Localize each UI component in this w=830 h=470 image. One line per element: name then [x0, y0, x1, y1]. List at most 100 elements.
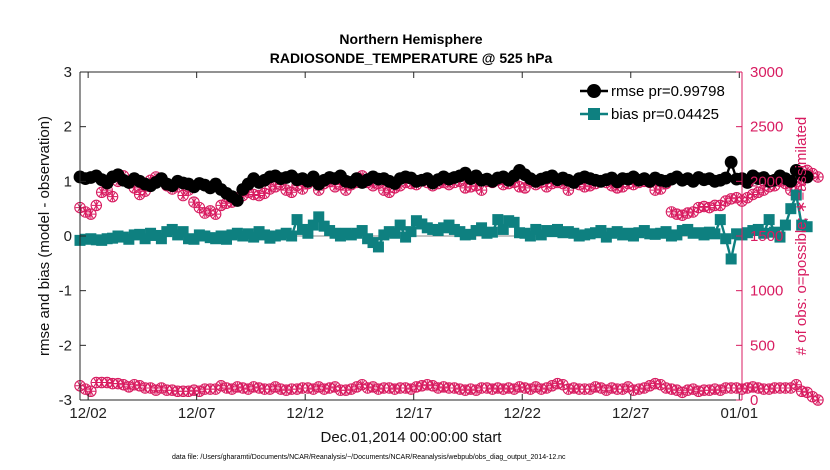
obs_assimilated-marker [650, 185, 660, 195]
bias-marker [486, 226, 498, 238]
obs_assimilated-marker [688, 207, 698, 217]
bias-marker [709, 228, 721, 240]
obs_assimilated_low-marker [487, 384, 497, 394]
obs_assimilated_low-marker [813, 395, 823, 405]
obs_assimilated_low-marker [498, 384, 508, 394]
obs_assimilated_low-marker [514, 382, 525, 392]
obs_assimilated-marker [205, 206, 215, 216]
obs_assimilated_low-marker [433, 383, 443, 393]
bias-marker [177, 226, 189, 238]
obs_possible-marker [90, 199, 103, 212]
legend-rmse-label: rmse pr=0.99798 [611, 83, 725, 100]
obs_assimilated_low-marker [249, 382, 259, 392]
x-tick-label: 12/12 [286, 405, 324, 422]
legend: rmse pr=0.99798 bias pr=0.04425 [568, 78, 734, 126]
obs_assimilated_low-marker [238, 383, 248, 393]
obs_assimilated-marker [813, 172, 823, 182]
obs_assimilated-marker [759, 185, 769, 195]
bias-marker [790, 189, 802, 201]
obs_assimilated_low-marker [536, 384, 546, 394]
obs_assimilated_low-marker [124, 382, 134, 392]
obs_assimilated_low-marker [205, 384, 215, 394]
obs_assimilated-marker [200, 208, 210, 218]
obs_assimilated_low-marker [742, 383, 752, 393]
obs_assimilated_low-marker [330, 382, 340, 392]
obs_assimilated_low-marker [390, 384, 400, 394]
bias-marker [720, 233, 732, 245]
obs_assimilated_low-marker [444, 383, 454, 393]
obs_assimilated_low-marker [710, 384, 720, 394]
obs_assimilated-marker [221, 198, 232, 208]
obs_assimilated-marker [384, 187, 394, 197]
obs_assimilated_low-marker [688, 384, 698, 394]
obs_assimilated-marker [672, 209, 682, 219]
obs_assimilated-marker [704, 203, 714, 213]
bias-marker [313, 211, 325, 223]
obs_assimilated-marker [460, 183, 470, 193]
obs_assimilated-marker [748, 189, 758, 200]
obs_assimilated-marker [287, 187, 297, 197]
obs_assimilated_low-marker [645, 381, 655, 391]
legend-bias-label: bias pr=0.04425 [611, 106, 719, 123]
obs_assimilated_low-marker [748, 382, 758, 392]
obs_assimilated_low-marker [145, 383, 156, 393]
obs_assimilated-marker [91, 200, 101, 210]
obs_assimilated-marker [254, 190, 264, 201]
obs_assimilated_low-marker [439, 382, 449, 392]
obs_assimilated_low-marker [363, 383, 373, 393]
obs_assimilated_low-marker [563, 384, 573, 394]
obs_assimilated-marker [281, 185, 291, 195]
obs_assimilated_low-marker [335, 385, 346, 395]
obs_assimilated-marker [368, 181, 378, 191]
obs_assimilated_low-marker [759, 384, 769, 394]
chart-subtitle: RADIOSONDE_TEMPERATURE @ 525 hPa [270, 50, 553, 66]
obs_assimilated_low-marker [91, 377, 101, 388]
data-file-footer: data file: /Users/gharamti/Documents/NCA… [172, 454, 566, 461]
y-right-tick-label: 1500 [750, 228, 783, 245]
obs_assimilated_low-marker [276, 384, 286, 394]
obs_assimilated_low-marker [596, 383, 606, 393]
obs_assimilated_low-marker [417, 381, 427, 391]
obs_assimilated_low-marker [265, 384, 275, 394]
obs_assimilated_low-marker [471, 385, 481, 395]
obs_assimilated-marker [189, 197, 199, 207]
obs_assimilated-marker [742, 193, 752, 203]
obs_assimilated_low-marker [200, 384, 210, 394]
obs_assimilated_low-marker [357, 380, 367, 390]
rmse-marker [724, 155, 738, 169]
obs_assimilated-marker [802, 165, 812, 175]
obs_assimilated_low-marker [607, 383, 617, 393]
bias-marker [356, 225, 368, 237]
obs_assimilated_low-marker [227, 384, 237, 394]
obs_assimilated_low-marker [178, 386, 188, 396]
bias-marker [714, 214, 726, 226]
obs_assimilated-marker [666, 207, 677, 217]
obs_assimilated_low-marker [542, 383, 552, 393]
obs_assimilated_low-marker [525, 384, 535, 394]
x-axis-label: Dec.01,2014 00:00:00 start [321, 429, 503, 446]
bias-marker [307, 219, 319, 231]
bias-marker [725, 253, 737, 265]
y-axis-left-label: rmse and bias (model - observation) [36, 116, 53, 356]
obs_assimilated_low-marker [281, 385, 291, 395]
obs_possible-marker [106, 190, 119, 203]
obs_assimilated_low-marker [656, 380, 666, 390]
obs_assimilated-marker [699, 201, 709, 212]
obs_assimilated_low-marker [80, 384, 90, 394]
chart-title: Northern Hemisphere [339, 31, 482, 47]
y-axis-left-ticks: -3 -2 -1 0 1 2 3 [59, 64, 86, 409]
obs_assimilated_low-marker [683, 385, 693, 395]
obs_assimilated_low-marker [194, 386, 204, 396]
obs_assimilated-marker [211, 209, 221, 219]
obs_assimilated_low-marker [764, 384, 774, 394]
obs_assimilated_low-marker [802, 387, 812, 397]
obs_assimilated_low-marker [628, 385, 639, 395]
obs_assimilated_low-marker [520, 383, 530, 393]
obs_assimilated_low-marker [797, 386, 807, 396]
legend-bias-marker [588, 108, 600, 120]
obs_assimilated-marker [249, 189, 259, 200]
obs_assimilated-marker [791, 182, 801, 192]
obs_assimilated-marker [178, 190, 188, 201]
obs_assimilated_low-marker [509, 384, 519, 394]
obs_assimilated_low-marker [585, 384, 595, 394]
